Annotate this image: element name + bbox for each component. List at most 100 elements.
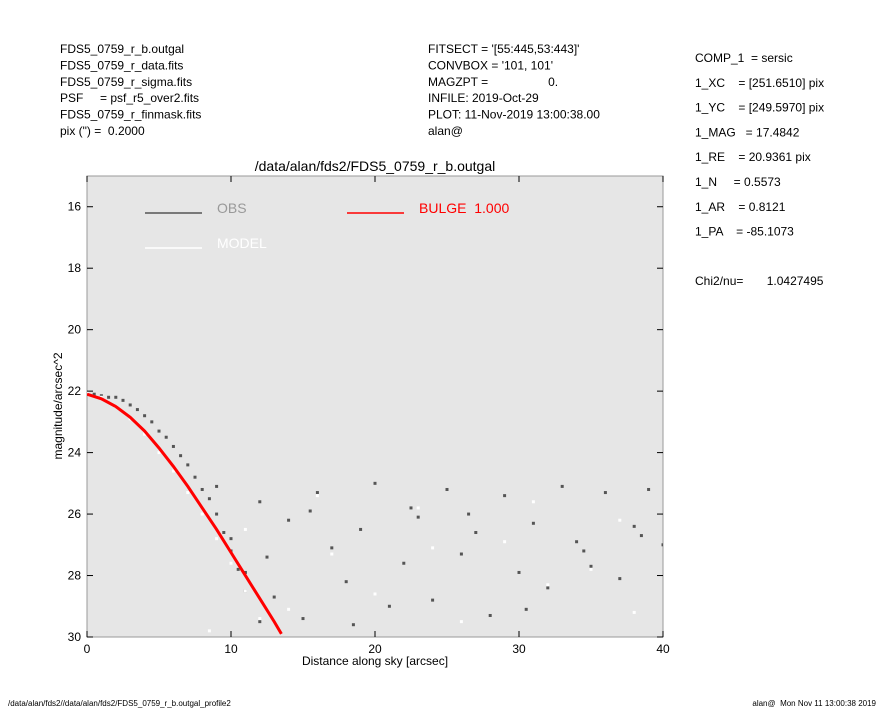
x-tick-label: 40: [656, 642, 670, 656]
footer-left: /data/alan/fds2//data/alan/fds2/FDS5_075…: [8, 699, 231, 708]
legend-label: BULGE 1.000: [419, 200, 509, 216]
y-tick-label: 30: [68, 630, 82, 644]
data-point: [287, 607, 291, 611]
x-tick-label: 30: [512, 642, 526, 656]
header-middle-line: FITSECT = '[55:445,53:443]': [428, 42, 579, 56]
data-point: [215, 512, 219, 516]
data-point: [330, 552, 334, 556]
data-point: [99, 394, 103, 398]
header-middle-line: MAGZPT = 0.: [428, 75, 558, 89]
data-point: [344, 580, 348, 584]
data-point: [121, 398, 125, 402]
data-point: [186, 463, 190, 467]
data-point: [236, 567, 240, 571]
header-right-line: COMP_1 = sersic: [695, 51, 793, 65]
header-right-line: 1_N = 0.5573: [695, 175, 781, 189]
data-point: [215, 484, 219, 488]
data-point: [359, 527, 363, 531]
data-point: [143, 432, 147, 436]
chart-title: /data/alan/fds2/FDS5_0759_r_b.outgal: [255, 158, 496, 174]
x-tick-label: 0: [84, 642, 91, 656]
data-point: [503, 494, 507, 498]
data-point: [186, 491, 190, 495]
data-point: [258, 617, 262, 621]
y-axis-label: magnitude/arcsec^2: [51, 352, 65, 459]
data-point: [92, 392, 96, 396]
data-point: [315, 494, 319, 498]
data-point: [171, 444, 175, 448]
chi2: Chi2/nu= 1.0427495: [695, 274, 824, 288]
x-axis-label: Distance along sky [arcsec]: [302, 654, 448, 668]
data-point: [258, 620, 262, 624]
data-point: [200, 487, 204, 491]
data-point: [229, 561, 233, 565]
header-middle-line: alan@: [428, 124, 463, 138]
data-point: [575, 540, 579, 544]
data-point: [560, 484, 564, 488]
data-point: [459, 620, 463, 624]
data-point: [618, 518, 622, 522]
data-point: [409, 506, 413, 510]
data-point: [474, 531, 478, 535]
header-left-line: PSF = psf_r5_over2.fits: [60, 91, 199, 105]
header-right-line: 1_XC = [251.6510] pix: [695, 76, 824, 90]
data-point: [107, 395, 111, 399]
data-point: [150, 420, 154, 424]
data-point: [200, 512, 204, 516]
data-point: [531, 500, 535, 504]
plot-area: [86, 175, 664, 638]
data-point: [387, 604, 391, 608]
data-point: [373, 592, 377, 596]
data-point: [315, 491, 319, 495]
data-point: [243, 527, 247, 531]
header-left-line: FDS5_0759_r_b.outgal: [60, 42, 184, 56]
x-tick-label: 10: [224, 642, 238, 656]
data-point: [179, 454, 183, 458]
data-point: [445, 487, 449, 491]
data-point: [287, 518, 291, 522]
data-point: [243, 570, 247, 574]
data-point: [582, 549, 586, 553]
data-point: [459, 552, 463, 556]
data-point: [603, 491, 607, 495]
y-tick-label: 18: [68, 261, 82, 275]
data-point: [531, 521, 535, 525]
data-point: [373, 481, 377, 485]
data-point: [524, 607, 528, 611]
header-left-line: pix (") = 0.2000: [60, 124, 145, 138]
y-tick-label: 26: [68, 507, 82, 521]
data-point: [128, 403, 132, 407]
data-point: [308, 509, 312, 513]
data-point: [416, 506, 420, 510]
data-point: [258, 500, 262, 504]
data-point: [632, 610, 636, 614]
data-point: [647, 487, 651, 491]
data-point: [215, 537, 219, 541]
data-point: [517, 570, 521, 574]
data-point: [272, 595, 276, 599]
data-point: [416, 515, 420, 519]
data-point: [229, 537, 233, 541]
data-point: [632, 524, 636, 528]
data-point: [661, 543, 663, 547]
data-point: [143, 414, 147, 418]
data-point: [164, 435, 168, 439]
data-point: [431, 546, 435, 550]
header-right-line: 1_PA = -85.1073: [695, 225, 794, 239]
data-point: [546, 586, 550, 590]
header-left-line: FDS5_0759_r_sigma.fits: [60, 75, 192, 89]
legend-label: OBS: [217, 200, 247, 216]
x-tick-label: 20: [368, 642, 382, 656]
header-middle-line: INFILE: 2019-Oct-29: [428, 91, 539, 105]
data-point: [503, 540, 507, 544]
data-point: [193, 475, 197, 479]
y-tick-label: 28: [68, 569, 82, 583]
data-point: [546, 583, 550, 587]
legend-label: MODEL: [217, 235, 267, 251]
data-point: [87, 391, 89, 395]
plot-marks: [87, 391, 663, 635]
header-left-line: FDS5_0759_r_finmask.fits: [60, 108, 201, 122]
data-point: [301, 617, 305, 621]
data-point: [431, 598, 435, 602]
